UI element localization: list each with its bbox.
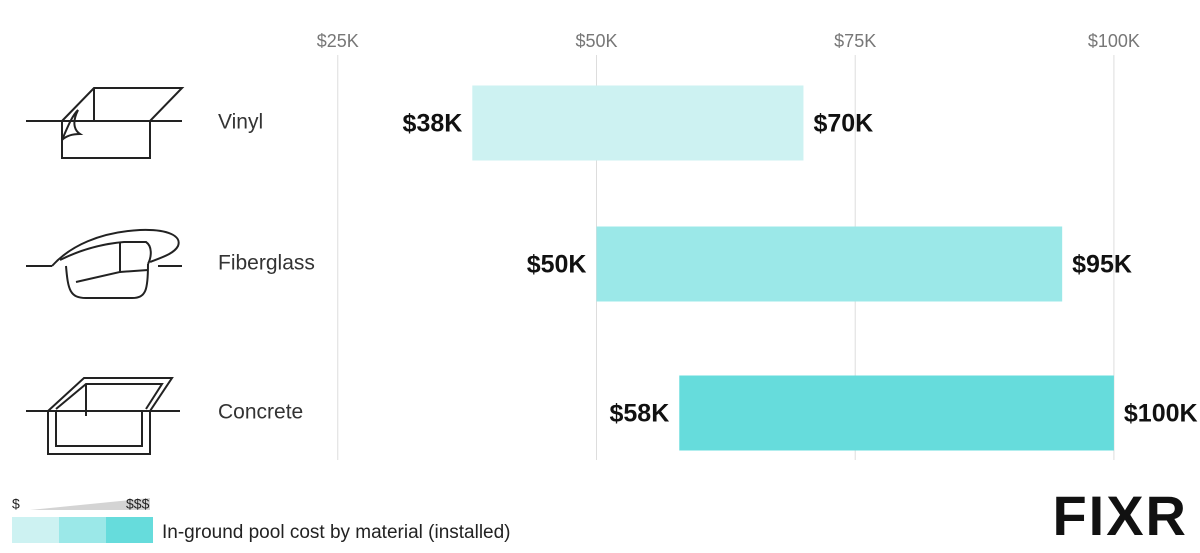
category-label: Concrete — [218, 401, 303, 424]
x-tick-label: $100K — [1088, 31, 1140, 51]
legend-swatch — [59, 517, 106, 543]
bar — [472, 85, 804, 161]
low-label: $50K — [527, 251, 587, 279]
low-label: $38K — [403, 110, 463, 138]
legend-wedge — [30, 498, 150, 510]
caption: In-ground pool cost by material (install… — [162, 522, 511, 543]
legend-high: $$$ — [126, 496, 150, 512]
bar — [679, 375, 1114, 451]
legend-swatch — [106, 517, 153, 543]
logo: FIXR — [1052, 484, 1188, 547]
high-label: $70K — [813, 110, 873, 138]
x-tick-label: $75K — [834, 31, 876, 51]
category-label: Fiberglass — [218, 252, 315, 275]
category-label: Vinyl — [218, 111, 263, 134]
high-label: $95K — [1072, 251, 1132, 279]
x-tick-label: $25K — [317, 31, 359, 51]
low-label: $58K — [610, 400, 670, 428]
bar — [596, 226, 1063, 302]
fiberglass-icon — [26, 228, 182, 299]
legend-swatch — [12, 517, 59, 543]
vinyl-icon — [26, 87, 185, 159]
x-tick-label: $50K — [575, 31, 617, 51]
high-label: $100K — [1124, 400, 1198, 428]
legend-low: $ — [12, 496, 20, 512]
concrete-icon — [26, 377, 180, 455]
